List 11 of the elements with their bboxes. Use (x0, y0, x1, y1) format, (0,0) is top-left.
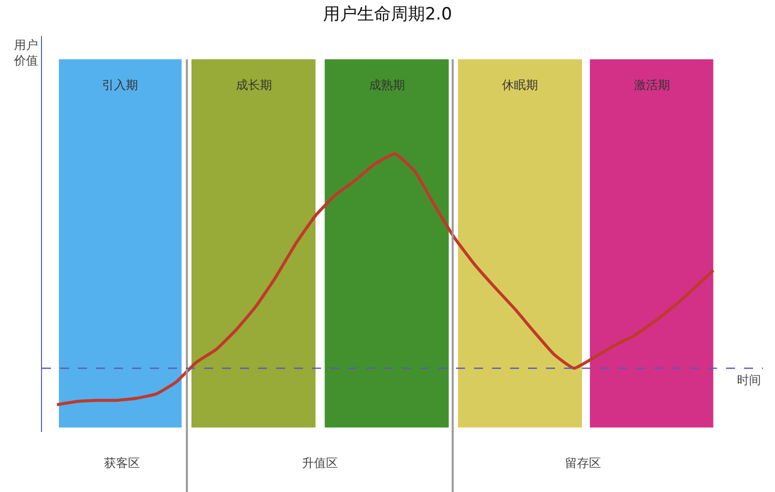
text: 成长期 (236, 78, 272, 92)
text: 引入期 (102, 78, 138, 92)
text: 留存区 (565, 456, 601, 470)
text: 获客区 (104, 456, 140, 470)
text: 用户价值 (13, 38, 38, 68)
text: 休眠期 (502, 78, 538, 92)
text: 成熟期 (369, 78, 405, 92)
text: 升值区 (302, 456, 338, 470)
chart-title: 用户生命周期2.0 (322, 4, 452, 24)
text: 激活期 (634, 78, 670, 92)
x-axis-title: 时间 (737, 373, 761, 387)
